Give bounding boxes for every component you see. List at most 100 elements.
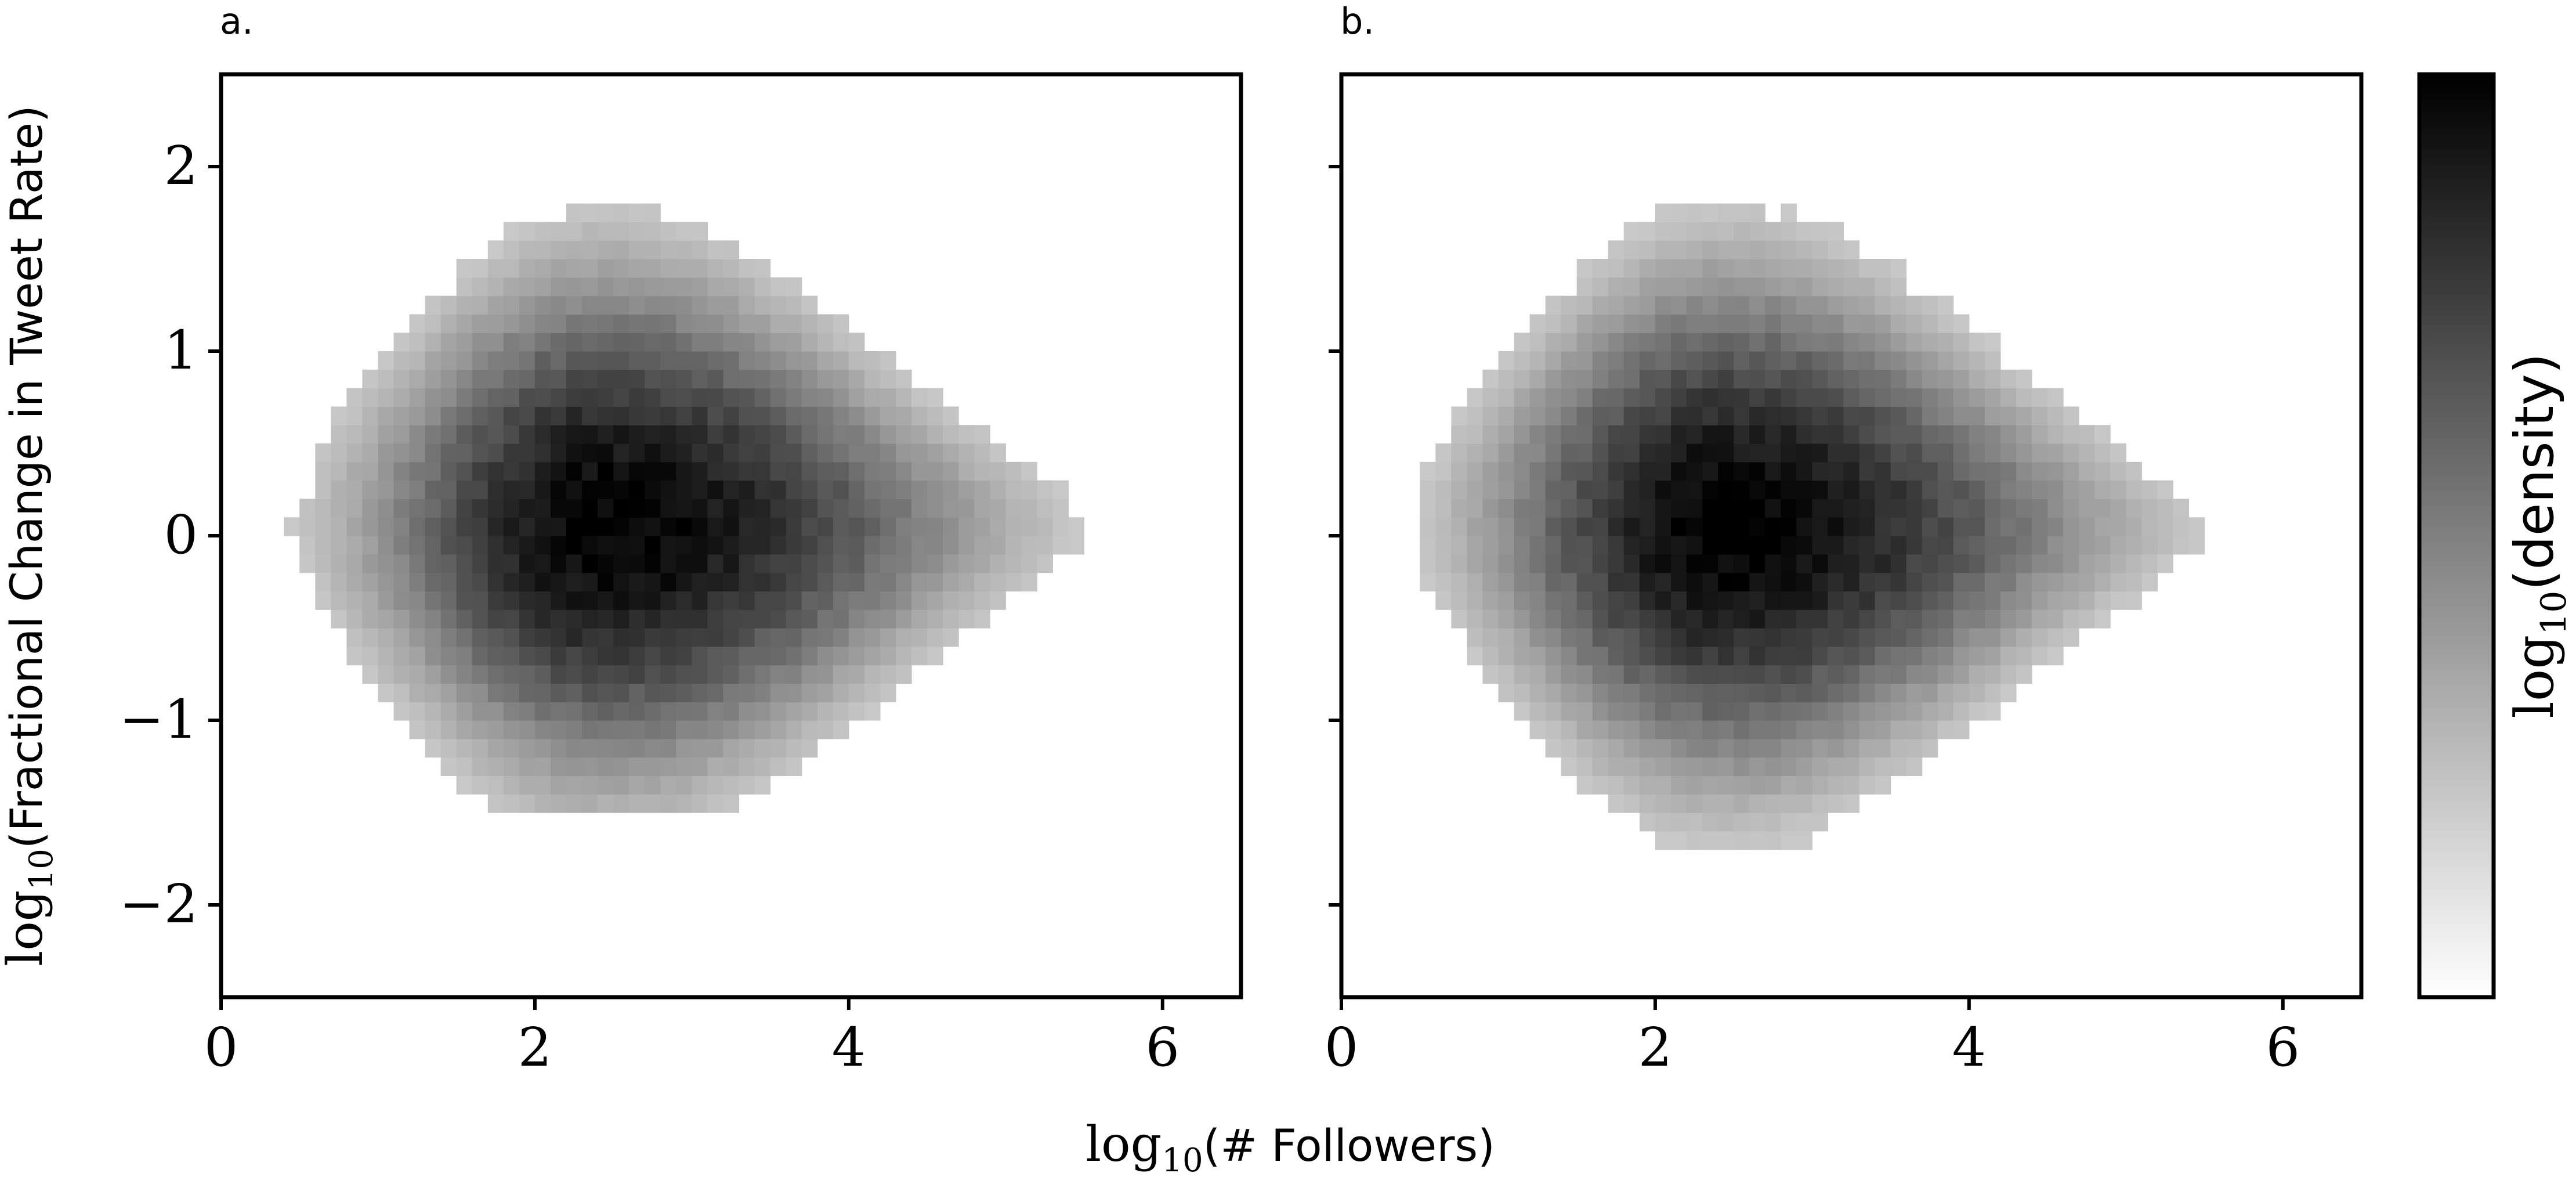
heatmap-cell [299, 499, 316, 518]
heatmap-cell [1906, 425, 1923, 444]
heatmap-cell [911, 591, 928, 610]
heatmap-cell [378, 499, 395, 518]
heatmap-cell [472, 295, 489, 315]
heatmap-cell [864, 702, 881, 721]
heatmap-cell [393, 425, 410, 444]
heatmap-cell [864, 683, 881, 702]
heatmap-cell [754, 591, 771, 610]
heatmap-cell [817, 591, 834, 610]
heatmap-cell [378, 461, 395, 481]
heatmap-cell [409, 499, 426, 518]
heatmap-cell [566, 314, 583, 333]
heatmap-cell [833, 702, 849, 721]
heatmap-cell [425, 351, 442, 370]
heatmap-cell [1702, 775, 1718, 795]
heatmap-cell [801, 720, 818, 739]
heatmap-cell [1718, 683, 1734, 702]
heatmap-cell [801, 443, 818, 463]
heatmap-cell [801, 572, 818, 591]
heatmap-cell [2000, 517, 2017, 536]
heatmap-cell [362, 591, 378, 610]
heatmap-cell [1576, 443, 1593, 463]
heatmap-cell [1561, 314, 1578, 333]
heatmap-cell [1671, 591, 1687, 610]
heatmap-cell [472, 536, 489, 555]
heatmap-cell [315, 517, 331, 536]
heatmap-cell [1639, 536, 1656, 555]
heatmap-cell [2016, 499, 2032, 518]
heatmap-cell [739, 461, 755, 481]
heatmap-cell [2000, 388, 2017, 407]
heatmap-cell [1576, 480, 1593, 499]
heatmap-cell [425, 536, 442, 555]
heatmap-cell [770, 536, 787, 555]
heatmap-cell [645, 333, 661, 352]
heatmap-cell [1796, 646, 1812, 666]
heatmap-cell [582, 406, 598, 425]
heatmap-cell [472, 720, 489, 739]
heatmap-cell [676, 480, 692, 499]
heatmap-cell [1623, 240, 1640, 259]
heatmap-cell [315, 499, 331, 518]
heatmap-cell [2188, 536, 2205, 555]
heatmap-cell [1467, 609, 1483, 629]
heatmap-cell [1796, 536, 1812, 555]
colorbar-label: log10(density) [2503, 353, 2574, 718]
heatmap-cell [660, 499, 676, 518]
heatmap-cell [1671, 702, 1687, 721]
heatmap-cell [1749, 517, 1765, 536]
heatmap-cell [1718, 665, 1734, 684]
heatmap-cell [1749, 203, 1765, 222]
heatmap-cell [1890, 646, 1907, 666]
heatmap-cell [1922, 406, 1938, 425]
heatmap-cell [629, 443, 645, 463]
heatmap-cell [1796, 720, 1812, 739]
heatmap-cell [1671, 572, 1687, 591]
heatmap-cell [503, 461, 520, 481]
heatmap-cell [848, 683, 865, 702]
heatmap-cell [2063, 591, 2079, 610]
heatmap-cell [754, 314, 771, 333]
heatmap-cell [974, 554, 990, 573]
heatmap-cell [1812, 259, 1828, 278]
heatmap-cell [1687, 794, 1703, 813]
heatmap-cell [613, 683, 629, 702]
heatmap-cell [848, 480, 865, 499]
heatmap-cell [1592, 295, 1609, 315]
heatmap-cell [519, 443, 536, 463]
heatmap-cell [487, 499, 504, 518]
heatmap-cell [1655, 461, 1671, 481]
heatmap-cell [990, 480, 1006, 499]
heatmap-cell [613, 609, 629, 629]
heatmap-cell [503, 314, 520, 333]
heatmap-cell [754, 720, 771, 739]
heatmap-cell [660, 775, 676, 795]
heatmap-cell [1592, 461, 1609, 481]
heatmap-cell [456, 683, 473, 702]
heatmap-cell [519, 609, 536, 629]
heatmap-cell [1765, 738, 1781, 758]
heatmap-cell [1906, 757, 1923, 776]
heatmap-cell [1561, 388, 1578, 407]
heatmap-cell [1655, 831, 1671, 850]
heatmap-cell [1969, 369, 1985, 389]
heatmap-cell [2094, 443, 2111, 463]
heatmap-cell [1702, 757, 1718, 776]
heatmap-cell [2110, 499, 2126, 518]
heatmap-cell [456, 572, 473, 591]
heatmap-cell [1922, 628, 1938, 647]
heatmap-cell [1514, 480, 1531, 499]
heatmap-cell [723, 277, 740, 297]
heatmap-cell [1765, 609, 1781, 629]
heatmap-cell [1514, 388, 1531, 407]
heatmap-cell [1828, 591, 1844, 610]
heatmap-cell [1796, 461, 1812, 481]
heatmap-cell [801, 499, 818, 518]
heatmap-cell [582, 351, 598, 370]
heatmap-cell [519, 536, 536, 555]
heatmap-cell [534, 702, 551, 721]
heatmap-cell [990, 536, 1006, 555]
heatmap-cell [1828, 554, 1844, 573]
heatmap-cell [786, 738, 802, 758]
heatmap-cell [1702, 369, 1718, 389]
